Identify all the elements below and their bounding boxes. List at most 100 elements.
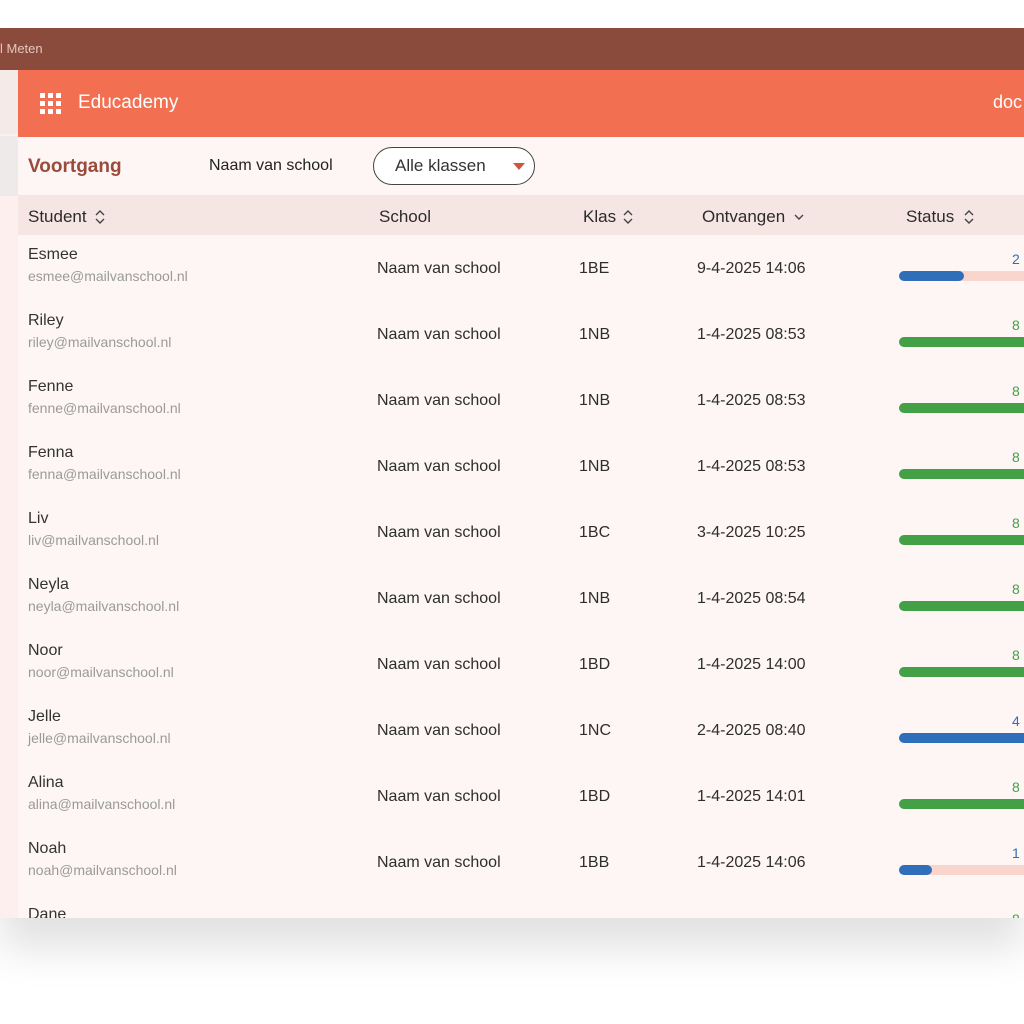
student-name: Noah xyxy=(28,840,67,857)
table-row[interactable]: Fenne fenne@mailvanschool.nl Naam van scho… xyxy=(18,367,1024,435)
column-header[interactable]: School xyxy=(379,207,431,226)
student-email: jelle@mailvanschool.nl xyxy=(28,730,171,746)
student-name: Noor xyxy=(28,642,63,659)
status-value: 2 xyxy=(1012,251,1020,267)
table-row[interactable]: Neyla neyla@mailvanschool.nl Naam van scho… xyxy=(18,565,1024,633)
table-header: Student School Klas Ontvangen Status xyxy=(18,195,1024,238)
progress-bar xyxy=(899,865,932,875)
progress-bar xyxy=(899,601,1024,611)
class: 1NB xyxy=(579,326,611,343)
table-row[interactable]: Jelle jelle@mailvanschool.nl Naam van scho… xyxy=(18,697,1024,765)
progress-bar xyxy=(899,535,1024,545)
class: 1NB xyxy=(579,458,611,475)
class: 1BD xyxy=(579,656,611,673)
school: Naam van school xyxy=(377,392,501,409)
apps-icon[interactable] xyxy=(40,93,62,115)
school-name: Naam van school xyxy=(209,157,333,174)
column-header[interactable]: Ontvangen xyxy=(702,207,786,226)
received-date: 3-4-2025 10:25 xyxy=(697,524,806,541)
table-row[interactable]: Liv liv@mailvanschool.nl Naam van school 1B… xyxy=(18,499,1024,567)
student-name: Jelle xyxy=(28,708,61,725)
received-date: 1-4-2025 14:06 xyxy=(697,854,806,871)
progress-bar xyxy=(899,271,964,281)
student-name: Dane xyxy=(28,906,67,918)
school: Naam van school xyxy=(377,722,501,739)
sort-icon[interactable] xyxy=(623,210,633,224)
progress-bar xyxy=(899,799,1024,809)
table-row[interactable]: Fenna fenna@mailvanschool.nl Naam van scho… xyxy=(18,433,1024,501)
received-date: 1-4-2025 08:53 xyxy=(697,392,806,409)
student-email: fenne@mailvanschool.nl xyxy=(28,400,181,416)
status-value: 8 xyxy=(1012,515,1020,531)
window-title: l Meten xyxy=(0,41,43,56)
student-email: noah@mailvanschool.nl xyxy=(28,862,177,878)
sort-icon[interactable] xyxy=(964,210,974,224)
class: 1BC xyxy=(579,524,611,541)
progress-bar xyxy=(899,403,1024,413)
progress-bar xyxy=(899,733,1024,743)
progress-bar xyxy=(899,667,1024,677)
student-name: Neyla xyxy=(28,576,69,593)
status-value: 8 xyxy=(1012,647,1020,663)
school: Naam van school xyxy=(377,788,501,805)
student-email: neyla@mailvanschool.nl xyxy=(28,598,180,614)
status-value: 8 xyxy=(1012,449,1020,465)
student-email: alina@mailvanschool.nl xyxy=(28,796,176,812)
status-value: 8 xyxy=(1012,911,1020,918)
school: Naam van school xyxy=(377,854,501,871)
sort-icon[interactable] xyxy=(794,210,804,224)
table-row[interactable]: Noah noah@mailvanschool.nl Naam van school… xyxy=(18,829,1024,897)
student-email: riley@mailvanschool.nl xyxy=(28,334,172,350)
class: 1BE xyxy=(579,260,610,277)
received-date: 1-4-2025 08:54 xyxy=(697,590,806,607)
received-date: 9-4-2025 14:06 xyxy=(697,260,806,277)
table-row[interactable]: Riley riley@mailvanschool.nl Naam van scho… xyxy=(18,301,1024,369)
dropdown-arrow xyxy=(513,163,525,170)
app-name[interactable]: Educademy xyxy=(78,92,179,113)
sidebar-item[interactable] xyxy=(0,70,18,134)
received-date: 1-4-2025 08:53 xyxy=(697,458,806,475)
table-row[interactable]: Alina alina@mailvanschool.nl Naam van scho… xyxy=(18,763,1024,831)
school: Naam van school xyxy=(377,260,501,277)
student-name: Esmee xyxy=(28,246,78,263)
progress-bar xyxy=(899,337,1024,347)
student-name: Fenne xyxy=(28,378,74,395)
user-menu[interactable]: doc xyxy=(993,92,1023,112)
app-window: l Meten Educademy doc Voortgang Naam van… xyxy=(0,28,1024,918)
student-email: fenna@mailvanschool.nl xyxy=(28,466,181,482)
class: 1BB xyxy=(579,854,610,871)
student-email: esmee@mailvanschool.nl xyxy=(28,268,188,284)
school: Naam van school xyxy=(377,326,501,343)
column-header[interactable]: Student xyxy=(28,207,87,226)
student-name: Alina xyxy=(28,774,64,791)
status-value: 1 xyxy=(1012,845,1020,861)
table-row[interactable]: Esmee esmee@mailvanschool.nl Naam van scho… xyxy=(18,235,1024,303)
status-value: 4 xyxy=(1012,713,1020,729)
received-date: 1-4-2025 14:00 xyxy=(697,656,806,673)
table-row[interactable]: Noor noor@mailvanschool.nl Naam van school… xyxy=(18,631,1024,699)
sidebar-item[interactable] xyxy=(0,136,18,196)
status-value: 8 xyxy=(1012,383,1020,399)
status-value: 8 xyxy=(1012,317,1020,333)
class-filter[interactable]: Alle klassen xyxy=(373,147,535,185)
page-title: Voortgang xyxy=(28,156,122,177)
class: 1NB xyxy=(579,590,611,607)
student-name: Liv xyxy=(28,510,49,527)
column-header[interactable]: Status xyxy=(906,207,955,226)
received-date: 2-4-2025 08:40 xyxy=(697,722,806,739)
class: 1BD xyxy=(579,788,611,805)
received-date: 1-4-2025 14:01 xyxy=(697,788,806,805)
progress-track xyxy=(899,865,1024,875)
class: 1NB xyxy=(579,392,611,409)
table-row[interactable]: Dane 8 xyxy=(18,895,1024,918)
student-email: liv@mailvanschool.nl xyxy=(28,532,159,548)
school: Naam van school xyxy=(377,590,501,607)
table-body: Esmee esmee@mailvanschool.nl Naam van scho… xyxy=(0,28,1024,918)
sidebar xyxy=(0,70,18,918)
student-name: Fenna xyxy=(28,444,74,461)
class-filter-label: Alle klassen xyxy=(395,156,486,175)
sort-icon[interactable] xyxy=(95,210,105,224)
column-header[interactable]: Klas xyxy=(583,207,617,226)
status-value: 8 xyxy=(1012,581,1020,597)
